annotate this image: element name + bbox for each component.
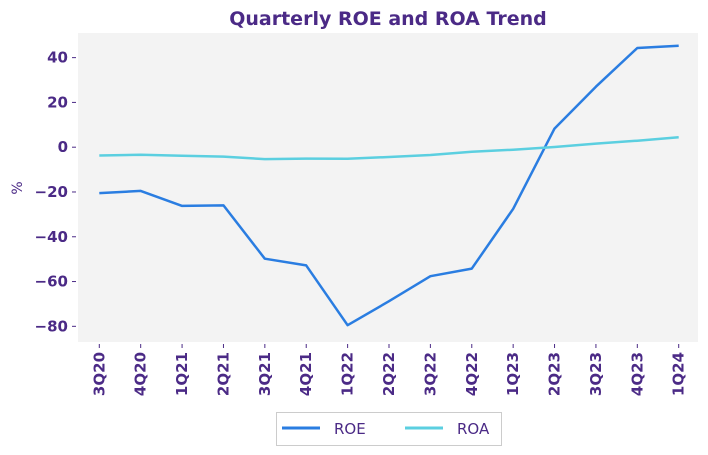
x-tick-label: 1Q23 (504, 352, 522, 396)
y-tick-label: 40 (47, 49, 68, 67)
x-tick-label: 4Q23 (628, 352, 646, 396)
x-tick-label: 2Q23 (546, 352, 564, 396)
x-tick-label: 2Q21 (214, 352, 232, 396)
x-tick-label: 3Q20 (90, 352, 108, 396)
plot-area (78, 33, 698, 342)
x-tick-label: 2Q22 (380, 352, 398, 396)
x-tick-label: 4Q22 (463, 352, 481, 396)
y-tick-label: 0 (58, 138, 68, 156)
legend-label-roa: ROA (457, 420, 490, 438)
y-tick-label: −20 (35, 183, 68, 201)
y-tick-label: −40 (35, 228, 68, 246)
x-tick-label: 4Q20 (132, 352, 150, 396)
chart-title: Quarterly ROE and ROA Trend (229, 8, 547, 30)
y-axis: 40 20 0 −20 −40 −60 −80 (35, 49, 76, 335)
y-tick-label: 20 (47, 93, 68, 111)
x-tick-label: 4Q21 (297, 352, 315, 396)
series-line-roe (99, 44, 679, 327)
legend: ROE ROA (276, 412, 502, 446)
y-tick-label: −80 (35, 317, 68, 335)
legend-label-roe: ROE (334, 420, 366, 438)
x-axis: 3Q20 4Q20 1Q21 2Q21 3Q21 4Q21 1Q22 2Q22 3Q22 4Q22… (90, 344, 688, 396)
x-tick-label: 1Q24 (670, 352, 688, 396)
y-axis-label: % (10, 181, 26, 194)
x-tick-label: 1Q21 (173, 352, 191, 396)
series-line-roa (99, 136, 679, 161)
x-tick-label: 3Q22 (421, 352, 439, 396)
x-tick-label: 3Q21 (256, 352, 274, 396)
series-layer (99, 44, 679, 327)
y-tick-label: −60 (35, 273, 68, 291)
x-tick-label: 3Q23 (587, 352, 605, 396)
x-tick-label: 1Q22 (339, 352, 357, 396)
